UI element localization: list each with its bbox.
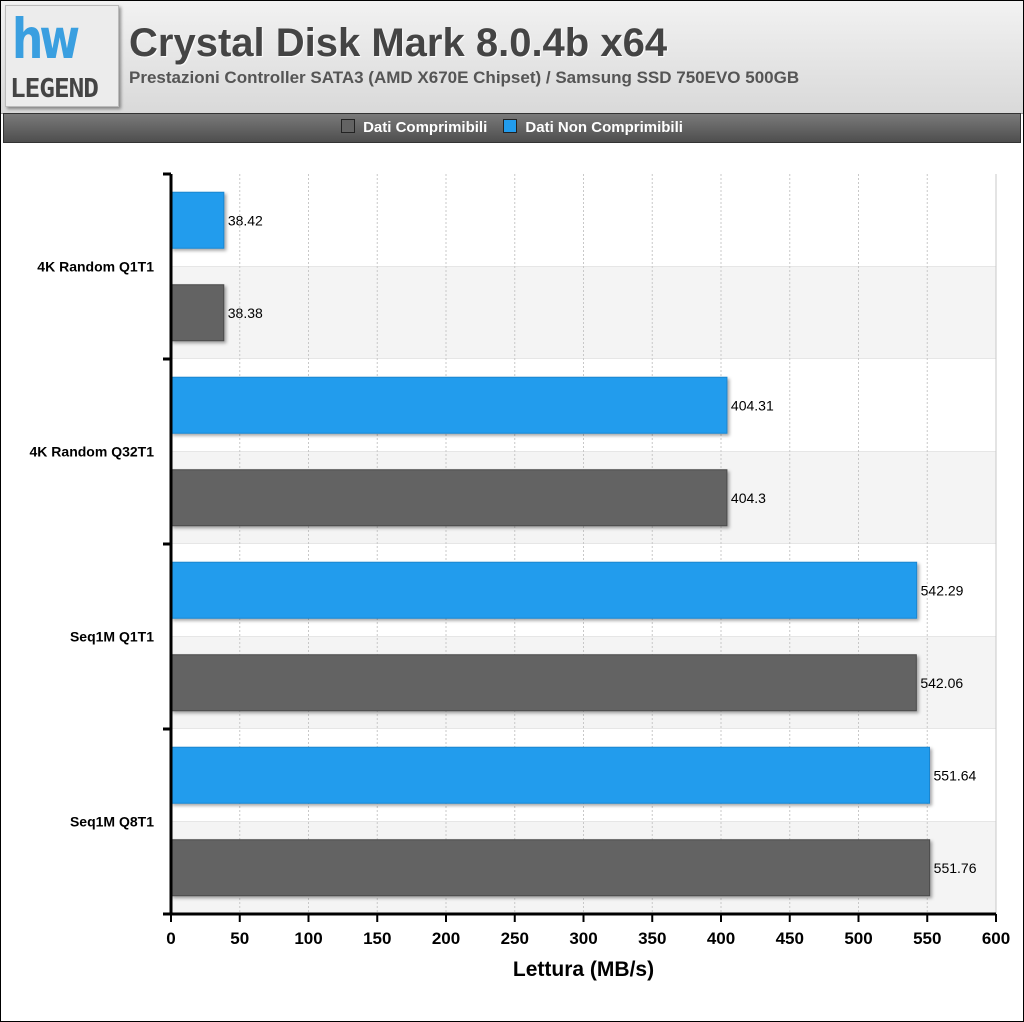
hwlegend-logo: hw LEGEND xyxy=(5,5,119,107)
logo-mark: hw xyxy=(12,8,80,72)
bar-non-compressible xyxy=(170,746,931,804)
x-tick-label: 550 xyxy=(913,929,941,948)
legend-label-compressible: Dati Comprimibili xyxy=(363,119,488,136)
category-label: Seq1M Q1T1 xyxy=(70,629,154,645)
bar-compressible xyxy=(170,469,728,527)
legend-label-non-compressible: Dati Non Comprimibili xyxy=(525,119,683,136)
x-tick-label: 450 xyxy=(776,929,804,948)
row-band xyxy=(171,266,996,359)
x-tick-label: 600 xyxy=(982,929,1010,948)
x-tick-label: 0 xyxy=(166,929,175,948)
bar-non-compressible xyxy=(170,191,225,249)
x-tick-label: 250 xyxy=(501,929,529,948)
bar-compressible xyxy=(170,284,225,342)
legend-item-non-compressible: Dati Non Comprimibili xyxy=(503,119,683,136)
legend-swatch-compressible xyxy=(341,119,356,133)
bar-value-label: 542.06 xyxy=(920,675,963,691)
legend-bar: Dati Comprimibili Dati Non Comprimibili xyxy=(3,113,1021,143)
chart-legend: Dati Comprimibili Dati Non Comprimibili xyxy=(4,119,1020,136)
x-tick-label: 500 xyxy=(844,929,872,948)
x-tick-label: 350 xyxy=(638,929,666,948)
x-tick-label: 300 xyxy=(569,929,597,948)
bar-compressible xyxy=(170,839,931,897)
bar-compressible xyxy=(170,654,917,712)
x-tick-label: 50 xyxy=(230,929,249,948)
x-axis-title: Lettura (MB/s) xyxy=(513,958,654,981)
legend-item-compressible: Dati Comprimibili xyxy=(341,119,487,136)
bar-value-label: 551.64 xyxy=(934,767,977,783)
x-tick-label: 150 xyxy=(363,929,391,948)
bar-value-label: 542.29 xyxy=(921,582,964,598)
chart-header: hw LEGEND Crystal Disk Mark 8.0.4b x64 P… xyxy=(1,1,1023,114)
chart-title: Crystal Disk Mark 8.0.4b x64 xyxy=(129,21,668,65)
legend-swatch-non-compressible xyxy=(503,119,518,133)
x-tick-label: 200 xyxy=(432,929,460,948)
bar-non-compressible xyxy=(170,561,918,619)
category-label: 4K Random Q32T1 xyxy=(30,444,155,460)
chart-subtitle: Prestazioni Controller SATA3 (AMD X670E … xyxy=(129,68,800,87)
category-label: Seq1M Q8T1 xyxy=(70,814,154,830)
bar-non-compressible xyxy=(170,376,728,434)
logo-word: LEGEND xyxy=(10,74,99,104)
bar-value-label: 551.76 xyxy=(934,860,977,876)
x-tick-label: 100 xyxy=(294,929,322,948)
bar-value-label: 38.42 xyxy=(228,212,263,228)
x-tick-label: 400 xyxy=(707,929,735,948)
bar-value-label: 38.38 xyxy=(228,305,263,321)
bar-value-label: 404.31 xyxy=(731,397,774,413)
category-label: 4K Random Q1T1 xyxy=(37,259,154,275)
bar-value-label: 404.3 xyxy=(731,490,766,506)
